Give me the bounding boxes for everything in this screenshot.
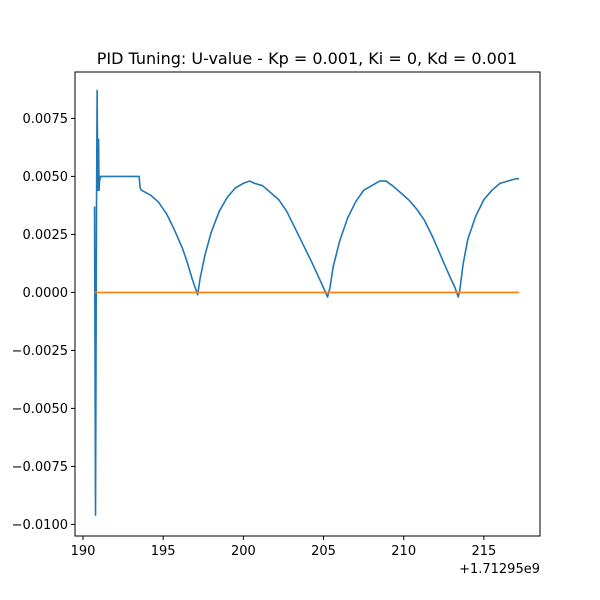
y-tick-label: −0.0025	[12, 344, 68, 359]
x-tick-label: 210	[391, 544, 416, 559]
series-layer	[93, 89, 520, 516]
x-tick-label: 205	[311, 544, 336, 559]
y-tick-label: 0.0075	[23, 112, 69, 127]
y-tick-label: −0.0050	[12, 402, 68, 417]
y-tick-label: 0.0050	[23, 170, 69, 185]
y-tick-label: −0.0075	[12, 460, 68, 475]
x-offset-label: +1.71295e9	[459, 562, 540, 577]
chart-title: PID Tuning: U-value - Kp = 0.001, Ki = 0…	[97, 49, 517, 68]
x-tick-label: 215	[471, 544, 496, 559]
plot-frame	[74, 71, 541, 537]
series-line-1	[93, 89, 520, 516]
x-tick-label: 190	[71, 544, 96, 559]
x-tick-label: 200	[231, 544, 256, 559]
x-tick-label: 195	[151, 544, 176, 559]
axes-layer: 190 195 200 205 210 215 0.0075 0.0050 0.0025 0.00…	[12, 112, 497, 559]
y-tick-label: 0.0000	[23, 286, 69, 301]
y-tick-label: 0.0025	[23, 228, 69, 243]
y-tick-label: −0.0100	[12, 518, 68, 533]
